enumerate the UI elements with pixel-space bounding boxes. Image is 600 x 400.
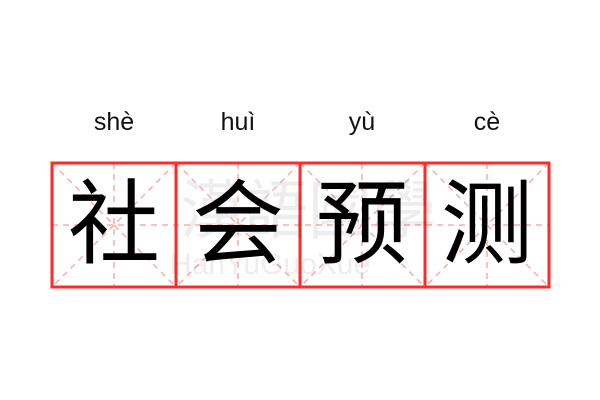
watermark-logo: 漢語國學 [180,175,436,249]
character-cell-4: 测 [425,163,549,287]
character-cell-3: 预 [300,163,424,287]
watermark-text: HanYuGuoXue [170,248,371,281]
pinyin-2: huì [220,108,256,136]
pinyin-1: shè [93,108,135,136]
pinyin-3: yù [348,108,376,136]
character-cell-1: 社 [52,163,176,287]
character-1: 社 [67,171,160,278]
character-4: 测 [440,171,533,278]
character-3: 预 [315,171,408,278]
character-cell-2: 会 [176,163,300,287]
character-2: 会 [191,171,284,278]
pinyin-4: cè [473,108,501,136]
